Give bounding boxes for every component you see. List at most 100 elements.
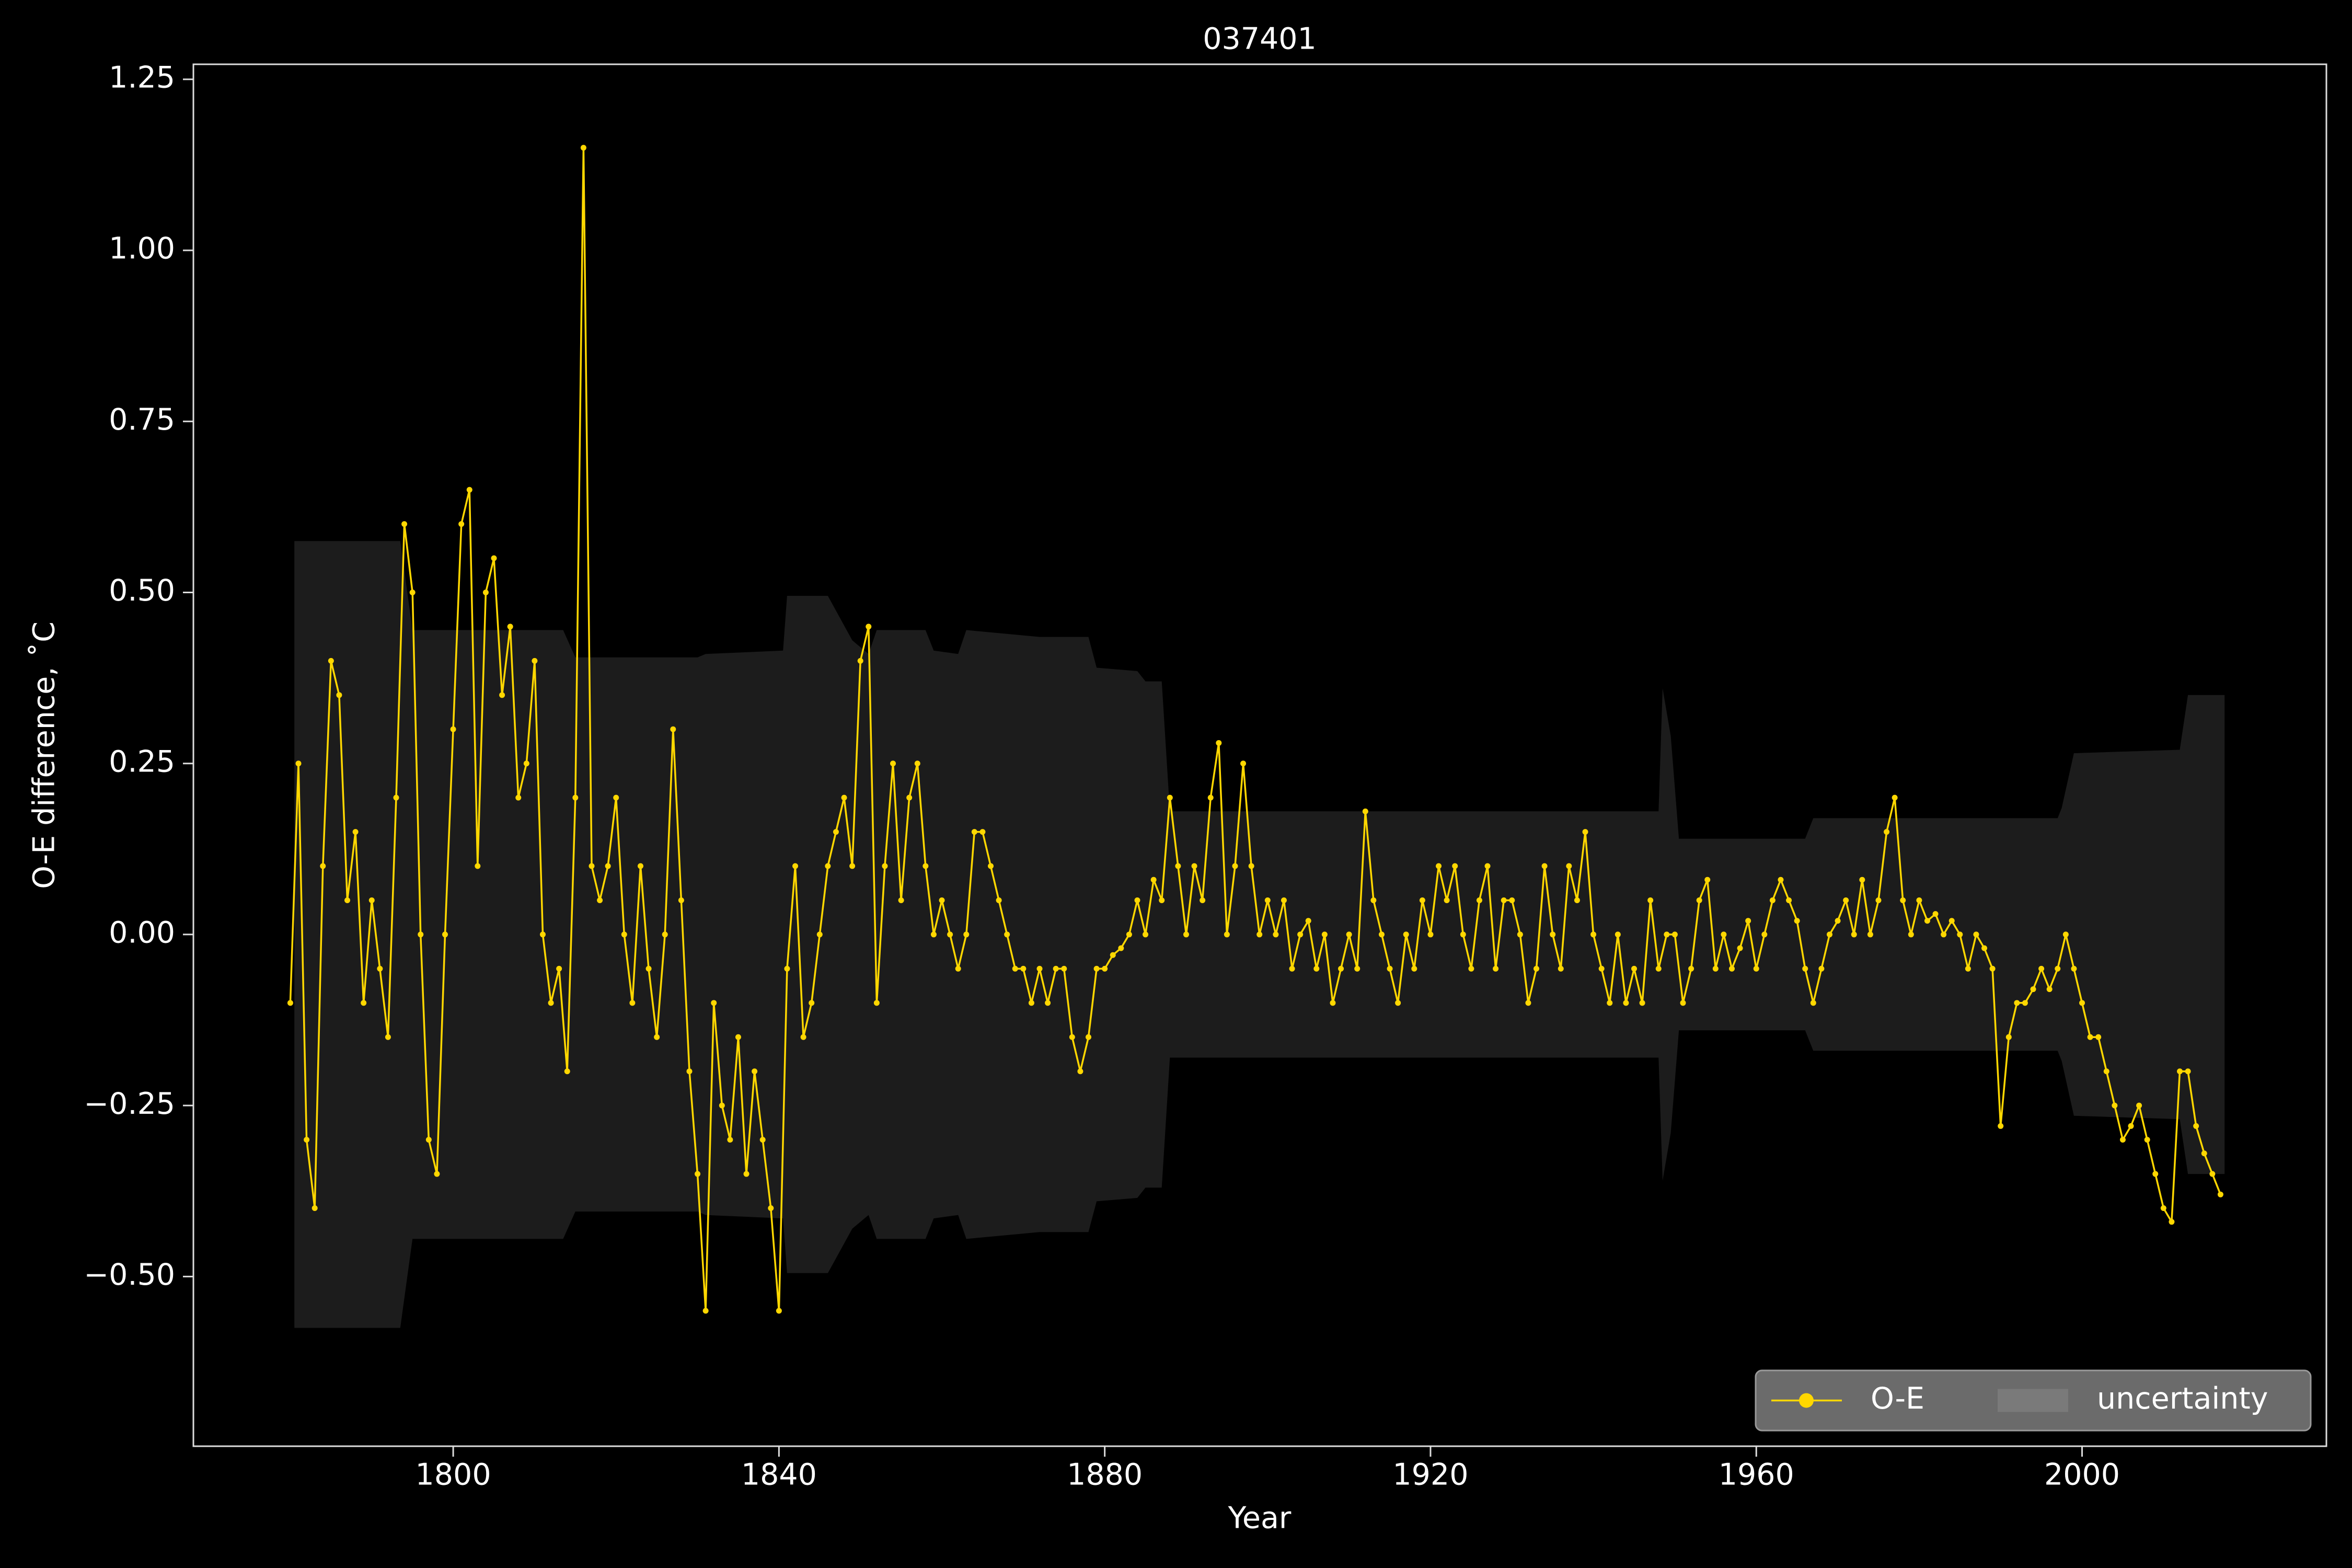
chart-title: 037401 <box>1203 22 1317 56</box>
legend-label: uncertainty <box>2097 1381 2268 1416</box>
data-point <box>523 760 529 767</box>
data-point <box>1159 897 1165 903</box>
y-tick-label: 1.00 <box>109 232 175 266</box>
data-point <box>637 863 643 869</box>
data-point <box>1688 965 1694 972</box>
data-point <box>898 897 904 903</box>
data-point <box>320 863 326 869</box>
data-point <box>768 1205 774 1211</box>
data-point <box>809 1000 815 1006</box>
data-point <box>800 1034 806 1040</box>
data-point <box>1875 897 1882 903</box>
y-axis-label: O-E difference, ˚C <box>27 621 62 889</box>
data-point <box>1053 965 1059 972</box>
data-point <box>1077 1068 1083 1075</box>
data-point <box>645 965 652 972</box>
data-point <box>409 589 416 595</box>
data-point <box>1728 965 1735 972</box>
data-point <box>2177 1068 2183 1075</box>
data-point <box>2005 1034 2012 1040</box>
data-point <box>1183 931 1189 938</box>
data-point <box>711 1000 717 1006</box>
data-point <box>857 658 863 664</box>
data-point <box>735 1034 741 1040</box>
data-point <box>1012 965 1018 972</box>
data-point <box>1753 965 1759 972</box>
data-point <box>1175 863 1181 869</box>
data-point <box>1558 965 1564 972</box>
data-point <box>1419 897 1425 903</box>
data-point <box>1517 931 1523 938</box>
data-point <box>1818 965 1825 972</box>
data-point <box>1110 952 1116 958</box>
y-tick-label: 0.00 <box>109 916 175 950</box>
data-point <box>1085 1034 1091 1040</box>
data-point <box>2217 1191 2223 1197</box>
data-point <box>1354 965 1361 972</box>
data-point <box>1949 918 1955 924</box>
data-point <box>482 589 489 595</box>
data-point <box>1574 897 1580 903</box>
plot-frame <box>192 63 2327 1447</box>
data-point <box>988 863 994 869</box>
y-tick-label: −0.25 <box>84 1087 175 1121</box>
data-point <box>1778 877 1784 883</box>
data-point <box>2014 1000 2020 1006</box>
data-point <box>1118 945 1124 951</box>
data-point <box>1664 931 1670 938</box>
data-point <box>361 1000 367 1006</box>
data-point <box>2136 1102 2142 1109</box>
data-point <box>434 1171 440 1177</box>
data-point <box>979 829 986 835</box>
data-point <box>2160 1205 2166 1211</box>
data-point <box>466 487 472 493</box>
data-point <box>425 1137 432 1143</box>
data-point <box>287 1000 293 1006</box>
data-point <box>1590 931 1597 938</box>
data-point <box>1150 877 1157 883</box>
data-point <box>1932 911 1939 917</box>
data-point <box>1436 863 1442 869</box>
data-point <box>1346 931 1352 938</box>
data-point <box>686 1068 693 1075</box>
data-point <box>1737 945 1743 951</box>
data-point <box>1281 897 1287 903</box>
data-point <box>890 760 896 767</box>
data-point <box>1550 931 1556 938</box>
data-point <box>784 965 790 972</box>
data-point <box>662 931 668 938</box>
data-point <box>2046 986 2053 993</box>
data-point <box>1427 931 1434 938</box>
legend-label: O-E <box>1871 1381 1924 1416</box>
data-point <box>1607 1000 1613 1006</box>
data-point <box>759 1137 766 1143</box>
data-point <box>1957 931 1963 938</box>
data-point <box>1712 965 1719 972</box>
data-point <box>2095 1034 2102 1040</box>
data-point <box>1134 897 1140 903</box>
data-point <box>1647 897 1654 903</box>
data-point <box>1387 965 1393 972</box>
data-point <box>1468 965 1474 972</box>
data-point <box>491 555 497 561</box>
data-line <box>289 146 2222 1312</box>
data-point <box>1305 918 1311 924</box>
data-point <box>621 931 627 938</box>
data-point <box>532 658 538 664</box>
data-point <box>971 829 977 835</box>
data-point <box>833 829 839 835</box>
data-point <box>2038 965 2045 972</box>
y-tick-label: 0.25 <box>109 744 175 779</box>
data-point <box>923 863 929 869</box>
legend: O-E uncertainty <box>1755 1369 2312 1432</box>
data-point <box>866 624 872 630</box>
data-point <box>442 931 448 938</box>
data-point <box>947 931 953 938</box>
data-point <box>2119 1137 2126 1143</box>
data-point <box>1330 1000 1336 1006</box>
data-point <box>1802 965 1808 972</box>
x-axis-label: Year <box>1228 1501 1292 1536</box>
data-point <box>1126 931 1132 938</box>
data-point <box>1207 794 1214 801</box>
